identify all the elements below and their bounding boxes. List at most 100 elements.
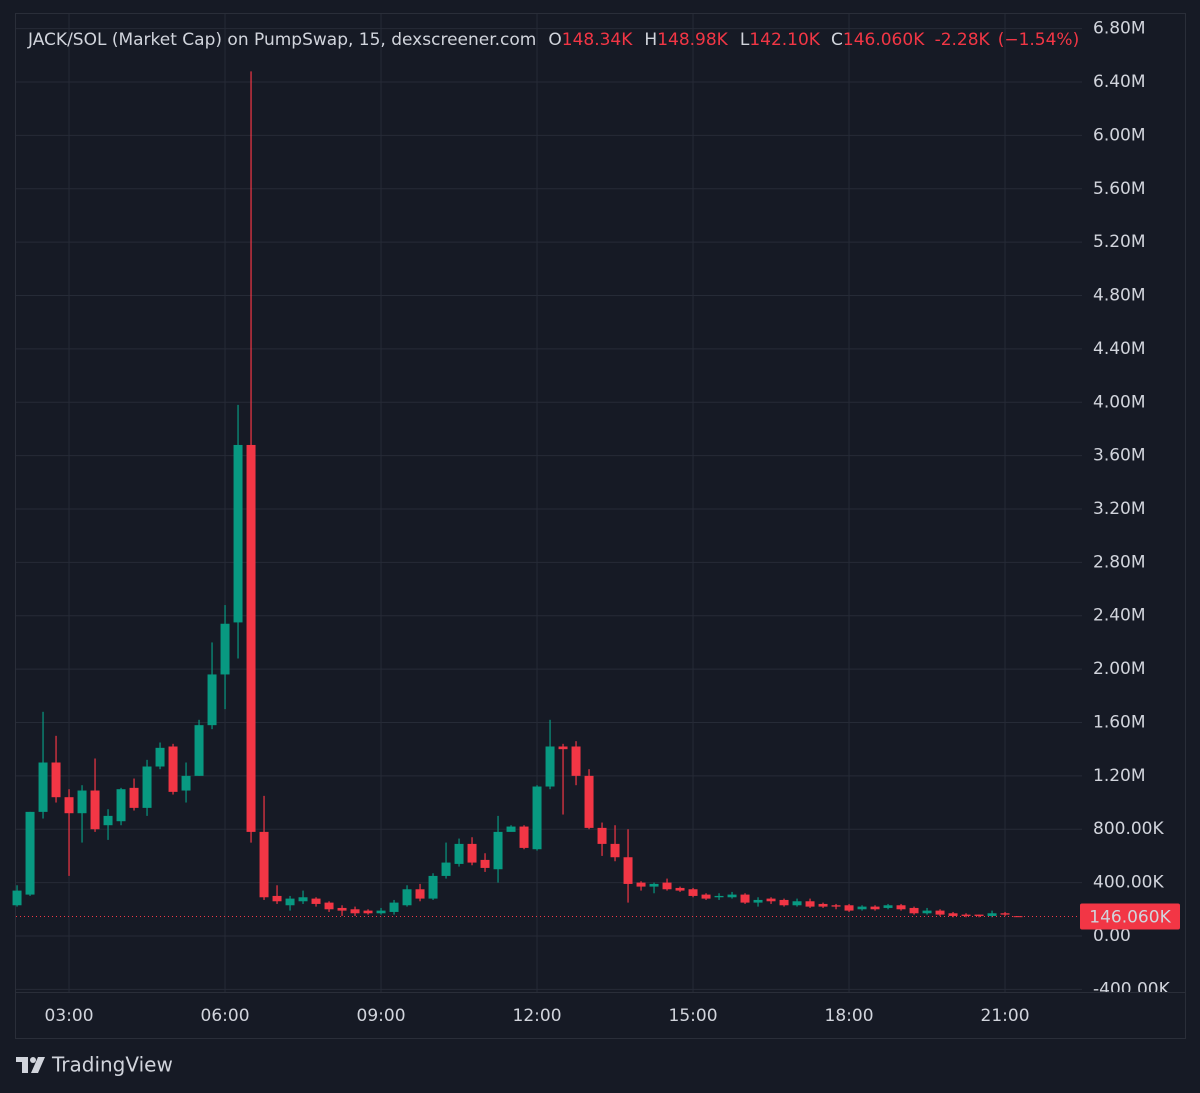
y-tick-label: 2.80M <box>1093 552 1146 572</box>
candle-body <box>441 862 451 876</box>
y-tick-label: 0.00 <box>1093 926 1131 946</box>
candle-body <box>480 859 490 868</box>
candle-body <box>597 827 607 844</box>
y-tick-label: 4.00M <box>1093 392 1146 412</box>
candle-body <box>363 910 373 914</box>
candle-body <box>584 775 594 828</box>
candle-body <box>623 857 633 884</box>
y-tick-label: 3.20M <box>1093 499 1146 519</box>
legend-value: 146.060K <box>843 30 925 50</box>
legend-label: L <box>740 30 750 50</box>
logo-shape <box>16 1057 28 1073</box>
candle-body <box>155 747 165 767</box>
candle-body <box>961 914 971 916</box>
candle-body <box>610 843 620 858</box>
candle-body <box>1013 916 1023 918</box>
logo-shape <box>31 1057 45 1073</box>
candle-body <box>831 905 841 907</box>
y-tick-label: 6.00M <box>1093 125 1146 145</box>
candle-body <box>90 790 100 830</box>
candle-body <box>389 902 399 912</box>
brand-name: TradingView <box>51 1053 173 1077</box>
candle-body <box>740 894 750 903</box>
candle-body <box>766 898 776 902</box>
candle-body <box>103 815 113 826</box>
candle-body <box>25 811 35 895</box>
x-tick-label: 18:00 <box>825 1006 874 1026</box>
candle-body <box>753 899 763 903</box>
candle-body <box>233 444 243 623</box>
candle-body <box>922 910 932 914</box>
x-tick-label: 12:00 <box>513 1006 562 1026</box>
candle-body <box>870 906 880 910</box>
y-tick-label: 1.60M <box>1093 712 1146 732</box>
legend-value: 142.10K <box>749 30 820 50</box>
y-tick-label: 5.20M <box>1093 232 1146 252</box>
legend-value: 148.34K <box>562 30 633 50</box>
candle-body <box>844 905 854 911</box>
legend-label: O <box>548 30 561 50</box>
candle-body <box>272 895 282 902</box>
y-tick-label: 2.00M <box>1093 659 1146 679</box>
y-tick-label: 4.80M <box>1093 286 1146 306</box>
candle-body <box>896 905 906 910</box>
x-tick-label: 09:00 <box>357 1006 406 1026</box>
y-tick-label: 400.00K <box>1093 873 1164 893</box>
candle-body <box>116 789 126 822</box>
y-tick-label: 2.40M <box>1093 606 1146 626</box>
candle-body <box>792 901 802 906</box>
chart-title: JACK/SOL (Market Cap) on PumpSwap, 15, d… <box>27 30 536 50</box>
candle-body <box>506 826 516 832</box>
candle-body <box>220 623 230 675</box>
x-tick-label: 03:00 <box>45 1006 94 1026</box>
candle-body <box>402 889 412 906</box>
y-tick-label: 6.40M <box>1093 72 1146 92</box>
candle-body <box>181 775 191 791</box>
y-tick-label: 5.60M <box>1093 179 1146 199</box>
legend-change-percent: (−1.54%) <box>998 30 1080 50</box>
logo-shape <box>30 1057 36 1063</box>
candle-body <box>857 906 867 910</box>
y-tick-label: 3.60M <box>1093 446 1146 466</box>
brand-logo <box>16 1057 45 1073</box>
candle-body <box>259 831 269 898</box>
legend-label: C <box>831 30 843 50</box>
candle-body <box>285 898 295 906</box>
candle-body <box>51 762 61 798</box>
candle-body <box>12 890 22 906</box>
candle-body <box>493 831 503 870</box>
candle-body <box>662 882 672 890</box>
candle-body <box>246 444 256 832</box>
candle-body <box>38 762 48 812</box>
candle-body <box>324 902 334 910</box>
candle-body <box>714 895 724 898</box>
candle-body <box>532 786 542 850</box>
candle-body <box>545 746 555 787</box>
x-tick-label: 06:00 <box>201 1006 250 1026</box>
candle-body <box>77 790 87 814</box>
candle-body <box>519 826 529 848</box>
candle-body <box>415 889 425 899</box>
y-tick-label: 6.80M <box>1093 19 1146 39</box>
candle-body <box>883 905 893 908</box>
legend-value: 148.98K <box>657 30 728 50</box>
candle-body <box>454 843 464 864</box>
candle-body <box>649 883 659 887</box>
candle-body <box>571 746 581 776</box>
candle-body <box>337 907 347 911</box>
candle-body <box>974 914 984 916</box>
grid <box>16 14 1082 992</box>
candle-body <box>467 843 477 863</box>
candle-body <box>779 899 789 906</box>
legend-label: H <box>644 30 657 50</box>
time-axis: 03:00 06:00 09:00 12:00 15:00 18:00 21:00 <box>45 1006 1030 1026</box>
candle-body <box>376 910 386 914</box>
candle-body <box>688 889 698 896</box>
candle-body <box>194 725 204 776</box>
chart-frame <box>15 13 1186 1039</box>
y-tick-label: 1.20M <box>1093 766 1146 786</box>
candle-body <box>298 897 308 902</box>
x-tick-label: 21:00 <box>981 1006 1030 1026</box>
